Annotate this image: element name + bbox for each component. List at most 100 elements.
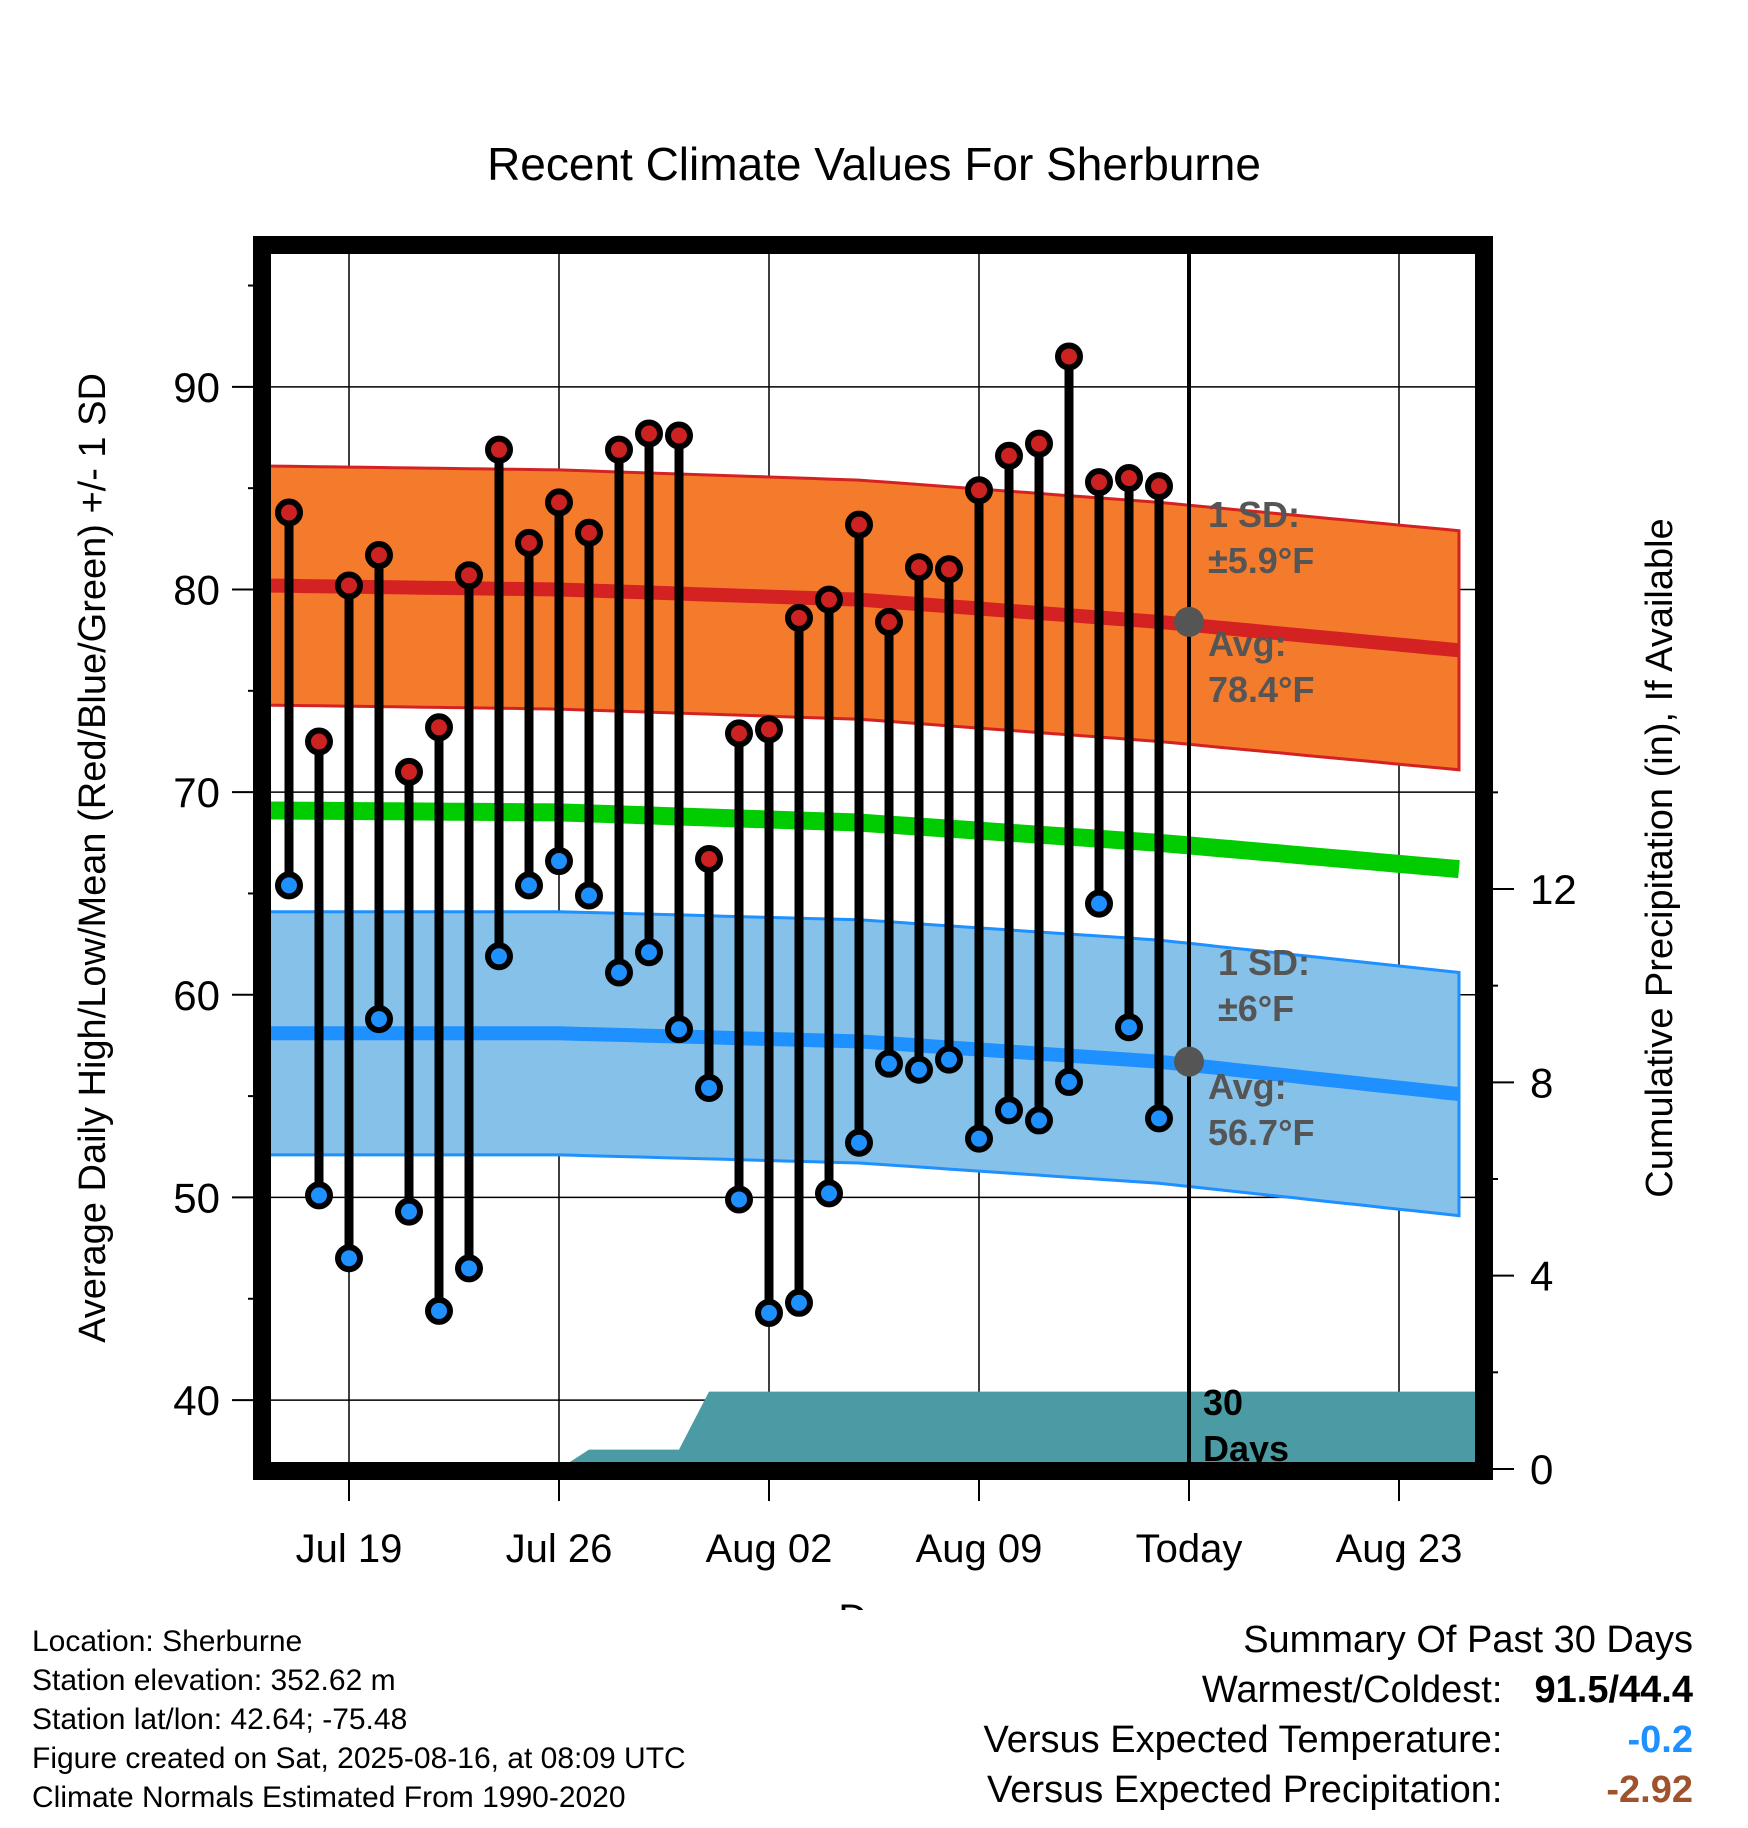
high-point xyxy=(395,757,423,786)
high-point xyxy=(725,719,753,748)
temp-label: Versus Expected Temperature: xyxy=(983,1719,1503,1761)
high-point xyxy=(335,571,363,600)
y-tick-label: 40 xyxy=(173,1377,220,1424)
climate-chart: Recent Climate Values For Sherburne 1 SD… xyxy=(72,138,1681,1610)
high-point xyxy=(1055,342,1083,371)
low-point xyxy=(275,871,303,900)
today-low-avg-dot xyxy=(1174,1046,1204,1077)
low-point xyxy=(305,1181,333,1210)
y2-tick-label: 12 xyxy=(1530,866,1577,913)
low-avg-label: Avg: xyxy=(1208,1066,1287,1107)
today-high-avg-dot xyxy=(1174,606,1204,637)
high-point xyxy=(1085,468,1113,497)
x-axis-label: Day xyxy=(838,1597,909,1610)
low-sd-value: ±6°F xyxy=(1218,988,1294,1029)
low-point xyxy=(905,1055,933,1084)
y-tick-label: 90 xyxy=(173,364,220,411)
precip-area xyxy=(262,1391,1484,1469)
summary-panel: Summary Of Past 30 Days Warmest/Coldest:… xyxy=(984,1615,1693,1815)
y-tick-label: 80 xyxy=(173,566,220,613)
x-tick-label: Jul 19 xyxy=(296,1527,403,1571)
x-tick-label: Aug 09 xyxy=(916,1527,1043,1571)
y2-axis: 0 4 8 12 xyxy=(1484,791,1577,1493)
low-sd-label: 1 SD: xyxy=(1218,942,1310,983)
y-axis: 40 50 60 70 80 90 xyxy=(173,284,262,1424)
low-point xyxy=(575,881,603,910)
high-point xyxy=(995,441,1023,470)
low-point xyxy=(845,1128,873,1157)
high-point xyxy=(575,518,603,547)
high-sd-value: ±5.9°F xyxy=(1208,540,1314,581)
low-point xyxy=(485,942,513,971)
low-point xyxy=(1145,1104,1173,1133)
low-point xyxy=(635,938,663,967)
low-point xyxy=(395,1197,423,1226)
high-point xyxy=(305,727,333,756)
high-point xyxy=(1025,429,1053,458)
low-point xyxy=(725,1185,753,1214)
x-tick-label: Jul 26 xyxy=(506,1527,613,1571)
summary-title: Summary Of Past 30 Days xyxy=(1243,1619,1693,1661)
today-marker xyxy=(1174,245,1204,1471)
high-point xyxy=(275,498,303,527)
y2-tick-label: 8 xyxy=(1530,1059,1553,1106)
high-point xyxy=(425,713,453,742)
x-tick-label: Today xyxy=(1136,1527,1243,1571)
low-point xyxy=(605,958,633,987)
low-point xyxy=(875,1049,903,1078)
created-text: Figure created on Sat, 2025-08-16, at 08… xyxy=(32,1742,686,1775)
low-point xyxy=(815,1179,843,1208)
high-point xyxy=(785,603,813,632)
low-point xyxy=(1085,889,1113,918)
normal-annotations: 1 SD: ±5.9°F Avg: 78.4°F 1 SD: ±6°F Avg: 56.7°F… xyxy=(1203,494,1314,1469)
low-point xyxy=(365,1005,393,1034)
low-point xyxy=(935,1045,963,1074)
low-point xyxy=(1055,1067,1083,1096)
y2-tick-label: 0 xyxy=(1530,1446,1553,1493)
high-point xyxy=(965,476,993,505)
high-point xyxy=(545,488,573,517)
latlon-text: Station lat/lon: 42.64; -75.48 xyxy=(32,1703,408,1736)
high-point xyxy=(1115,464,1143,493)
low-point xyxy=(1025,1106,1053,1135)
temp-row: Versus Expected Temperature: -0.2 xyxy=(984,1715,1693,1765)
low-point xyxy=(1115,1013,1143,1042)
y-tick-label: 70 xyxy=(173,769,220,816)
precipitation-area xyxy=(262,1391,1484,1469)
high-point xyxy=(935,555,963,584)
high-point xyxy=(875,607,903,636)
normals-text: Climate Normals Estimated From 1990-2020 xyxy=(32,1781,626,1814)
low-point xyxy=(665,1015,693,1044)
y2-axis-label: Cumulative Precipitation (in), If Availa… xyxy=(1639,518,1681,1197)
precip-row: Versus Expected Precipitation: -2.92 xyxy=(984,1765,1693,1815)
warm-cold-value: 91.5/44.4 xyxy=(1534,1669,1693,1711)
high-point xyxy=(455,561,483,590)
x-tick-label: Aug 02 xyxy=(706,1527,833,1571)
high-point xyxy=(515,528,543,557)
low-point xyxy=(995,1096,1023,1125)
low-point xyxy=(425,1296,453,1325)
station-info: Location: Sherburne Station elevation: 3… xyxy=(32,1622,686,1817)
x-axis: Jul 19 Jul 26 Aug 02 Aug 09 Today Aug 23 xyxy=(296,1471,1462,1571)
daily-range-stems xyxy=(284,356,1164,1313)
high-point xyxy=(665,421,693,450)
high-point xyxy=(755,715,783,744)
y-tick-label: 50 xyxy=(173,1174,220,1221)
high-sd-label: 1 SD: xyxy=(1208,494,1300,535)
window-count: 30 xyxy=(1203,1382,1243,1423)
high-point xyxy=(815,585,843,614)
y2-tick-label: 4 xyxy=(1530,1253,1553,1300)
daily-temperature-points xyxy=(275,342,1173,1327)
elevation-text: Station elevation: 352.62 m xyxy=(32,1664,396,1697)
low-point xyxy=(785,1288,813,1317)
chart-title: Recent Climate Values For Sherburne xyxy=(487,138,1261,190)
high-point xyxy=(365,541,393,570)
low-point xyxy=(965,1124,993,1153)
precip-label: Versus Expected Precipitation: xyxy=(987,1769,1503,1811)
temp-value: -0.2 xyxy=(1627,1719,1693,1761)
high-point xyxy=(695,845,723,874)
warm-cold-row: Warmest/Coldest: 91.5/44.4 xyxy=(984,1665,1693,1715)
high-point xyxy=(605,435,633,464)
y-axis-label: Average Daily High/Low/Mean (Red/Blue/Gr… xyxy=(72,373,114,1343)
plot-frame xyxy=(253,236,1493,1480)
